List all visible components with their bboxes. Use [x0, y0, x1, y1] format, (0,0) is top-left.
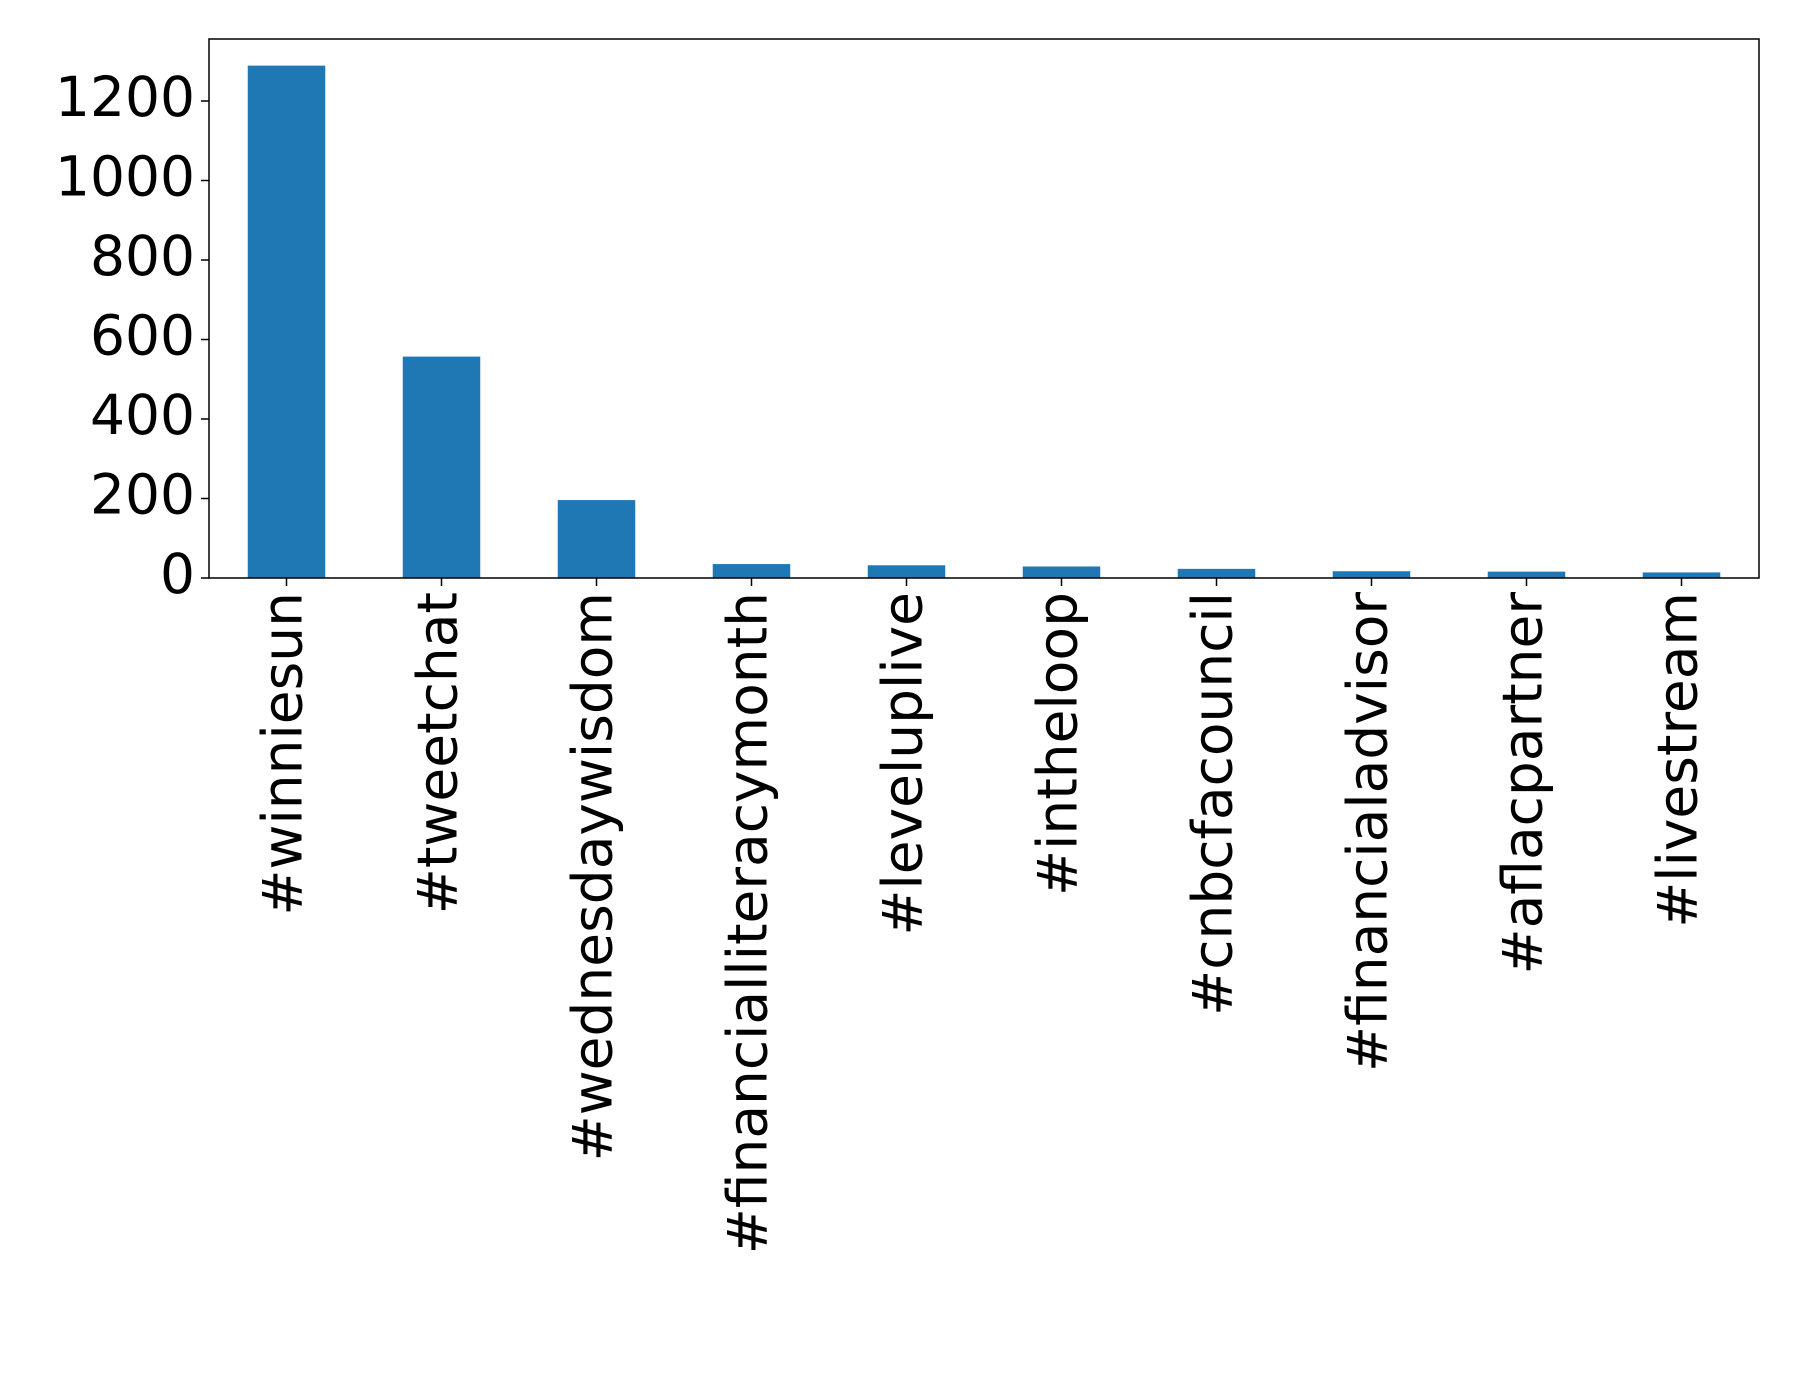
bar — [402, 356, 481, 578]
x-tick-label: #financialliteracymonth — [716, 592, 780, 1254]
bar — [557, 500, 636, 578]
x-tick-label: #aflacpartner — [1491, 592, 1555, 975]
y-tick-label: 0 — [160, 542, 195, 606]
x-tick-label: #wednesdaywisdom — [561, 592, 625, 1161]
x-tick-label: #intheloop — [1026, 592, 1090, 896]
x-tick-label: #leveluplive — [871, 592, 935, 936]
y-tick-label: 400 — [90, 383, 195, 447]
bar — [1642, 572, 1721, 578]
y-tick-label: 200 — [90, 463, 195, 527]
y-tick-label: 1000 — [55, 145, 195, 209]
y-tick-label: 800 — [90, 224, 195, 288]
x-tick-label: #cnbcfacouncil — [1181, 592, 1245, 1016]
plot-frame — [208, 38, 1760, 579]
x-tick-label: #livestream — [1646, 592, 1710, 928]
bar — [1332, 571, 1411, 578]
y-tick-label: 600 — [90, 304, 195, 368]
y-tick-label: 1200 — [55, 65, 195, 129]
bar — [1177, 568, 1256, 578]
bar — [247, 65, 326, 578]
x-tick-label: #financialadvisor — [1336, 592, 1400, 1072]
bar — [867, 565, 946, 578]
bar — [1022, 566, 1101, 578]
x-tick-label: #tweetchat — [406, 592, 470, 914]
bar — [1487, 571, 1566, 578]
bar — [712, 564, 791, 578]
x-tick-label: #winniesun — [251, 592, 315, 916]
